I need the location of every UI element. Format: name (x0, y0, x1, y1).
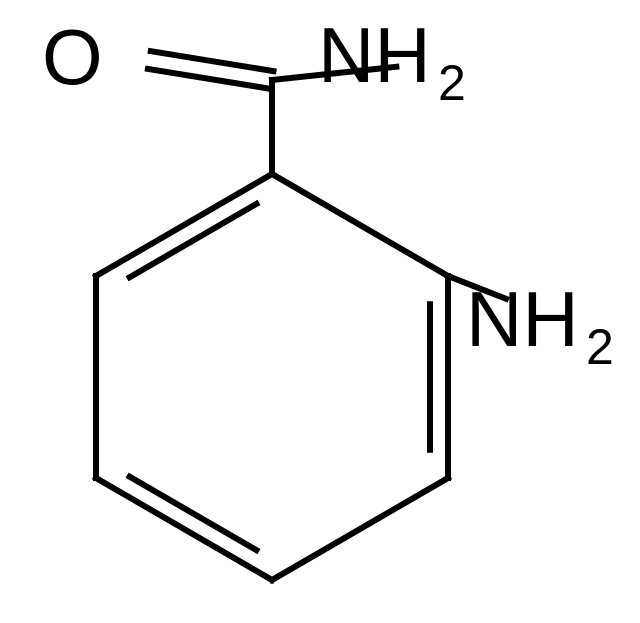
atom-label-n1: NH (318, 11, 431, 99)
atom-label-n2-sub: 2 (586, 319, 614, 375)
atom-label-n2: NH (466, 275, 579, 363)
molecule-diagram: ONH2NH2 (0, 0, 640, 623)
atom-label-o: O (42, 13, 103, 101)
atom-label-n1-sub: 2 (438, 55, 466, 111)
